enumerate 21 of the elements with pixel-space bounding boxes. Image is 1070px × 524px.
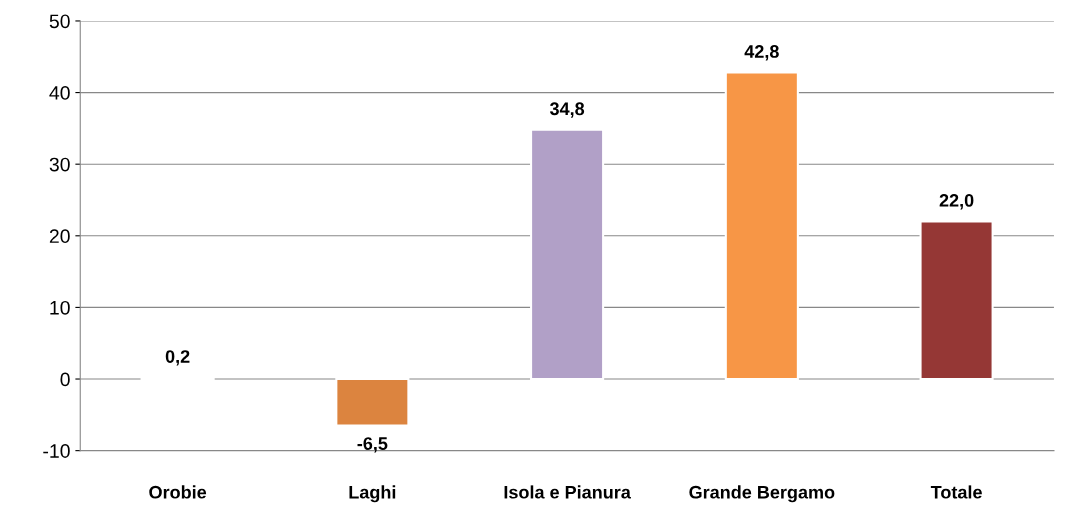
y-tick-label: 10 [50, 300, 70, 315]
data-label: 34,8 [549, 102, 585, 118]
bar [919, 220, 994, 381]
x-tick-label: Laghi [349, 485, 396, 503]
data-label: 22,0 [939, 194, 974, 210]
data-label: -6,5 [357, 437, 388, 453]
bar [724, 71, 799, 381]
bar [530, 128, 605, 381]
x-tick-label: Isola e Pianura [504, 485, 631, 499]
y-tick-label: 50 [49, 14, 70, 29]
y-tick-label: 40 [49, 86, 70, 100]
y-tick-label: 20 [49, 229, 70, 244]
y-tick-label: -10 [43, 444, 70, 458]
x-tick-label: Grande Bergamo [689, 485, 835, 503]
data-label: 42,8 [744, 45, 779, 61]
y-tick-label: 0 [60, 372, 70, 387]
bar [335, 377, 410, 427]
y-tick-label: 30 [49, 157, 70, 172]
x-tick-label: Totale [930, 485, 982, 499]
data-label: 0,2 [165, 350, 190, 366]
x-tick-label: Orobie [149, 485, 207, 499]
